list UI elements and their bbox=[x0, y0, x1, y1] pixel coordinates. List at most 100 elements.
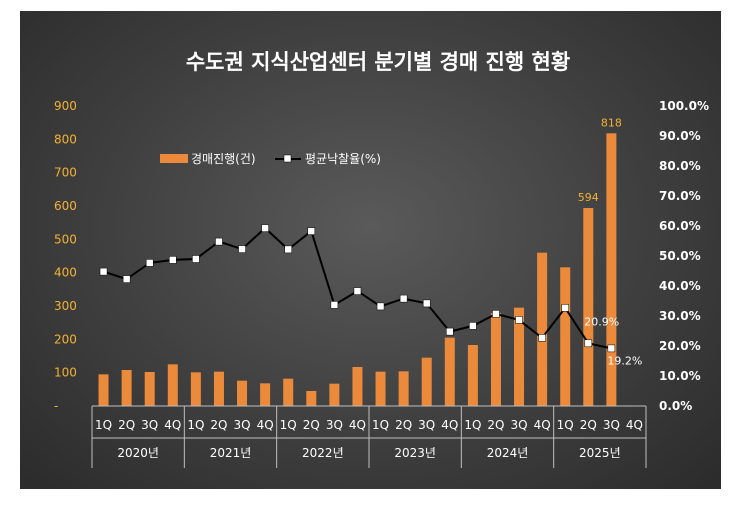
line-point-0 bbox=[99, 267, 108, 276]
quarter-label: 2Q bbox=[395, 418, 412, 432]
quarter-label: 3Q bbox=[326, 418, 343, 432]
quarter-label: 2Q bbox=[303, 418, 320, 432]
left-tick-label: 200 bbox=[54, 332, 77, 346]
bar-6 bbox=[237, 380, 248, 406]
bar-data-label: 594 bbox=[578, 191, 599, 204]
bar-4 bbox=[190, 372, 201, 406]
quarter-label: 1Q bbox=[280, 418, 297, 432]
line-point-20 bbox=[561, 304, 569, 312]
line-point-18 bbox=[515, 316, 523, 324]
quarter-label: 1Q bbox=[95, 418, 112, 432]
quarter-label: 2Q bbox=[580, 418, 597, 432]
quarter-label: 4Q bbox=[257, 418, 274, 432]
year-label: 2021년 bbox=[210, 446, 252, 460]
x-axis: 1Q 2Q 3Q 4Q 1Q 2Q 3Q 4Q 1Q 2Q 3Q 4Q 1Q 2Q 3Q 4Q 1Q 2Q 3Q 4Q… bbox=[91, 405, 647, 468]
quarter-label: 4Q bbox=[349, 418, 366, 432]
bar-5 bbox=[213, 371, 224, 406]
bar-15 bbox=[444, 337, 455, 406]
right-axis: 0.0% 10.0% 20.0% 30.0% 40.0% 50.0% 60.0% 70.0% 8… bbox=[659, 99, 709, 413]
bar-17 bbox=[490, 313, 501, 406]
line-data-label: 20.9% bbox=[584, 315, 619, 328]
line-point-11 bbox=[353, 287, 362, 295]
bar-data-label: 818 bbox=[601, 116, 622, 129]
bar-12 bbox=[375, 371, 386, 406]
right-tick-label: 90.0% bbox=[659, 129, 701, 143]
bar-2 bbox=[144, 372, 155, 406]
quarter-label: 2Q bbox=[487, 418, 504, 432]
bar-10 bbox=[329, 383, 340, 406]
bar-8 bbox=[283, 378, 294, 406]
quarter-label: 1Q bbox=[187, 418, 204, 432]
legend: 경매진행(건) 평균낙찰율(%) bbox=[160, 151, 381, 166]
line-point-19 bbox=[538, 334, 546, 342]
quarter-label: 4Q bbox=[534, 418, 551, 432]
quarter-label: 4Q bbox=[626, 418, 643, 432]
left-tick-label: 300 bbox=[54, 299, 77, 313]
line-point-6 bbox=[238, 245, 246, 253]
right-tick-label: 80.0% bbox=[659, 159, 701, 173]
line-point-10 bbox=[330, 301, 339, 309]
bar-16 bbox=[467, 345, 478, 406]
bar-0 bbox=[98, 374, 109, 406]
right-tick-label: 20.0% bbox=[659, 339, 701, 353]
year-label: 2023년 bbox=[394, 446, 436, 460]
line-point-22 bbox=[607, 344, 616, 353]
left-tick-label: 500 bbox=[54, 232, 77, 246]
quarter-label: 3Q bbox=[418, 418, 435, 432]
bar-21 bbox=[583, 208, 594, 406]
line-point-4 bbox=[192, 255, 200, 263]
bar-3 bbox=[167, 364, 178, 406]
left-tick-label: 800 bbox=[54, 132, 77, 146]
legend-line-marker bbox=[283, 154, 292, 163]
line-point-5 bbox=[215, 237, 223, 246]
left-tick-label: 600 bbox=[54, 199, 77, 213]
right-tick-label: 30.0% bbox=[659, 309, 701, 323]
bar-11 bbox=[352, 367, 363, 406]
bar-14 bbox=[421, 357, 432, 406]
line-point-3 bbox=[169, 256, 177, 264]
quarter-label: 1Q bbox=[557, 418, 574, 432]
bar-9 bbox=[306, 391, 317, 406]
left-tick-label: 900 bbox=[54, 99, 77, 113]
legend-line-label: 평균낙찰율(%) bbox=[305, 152, 381, 166]
chart-title: 수도권 지식산업센터 분기별 경매 진행 현황 bbox=[186, 50, 570, 74]
right-tick-label: 70.0% bbox=[659, 189, 701, 203]
line-point-14 bbox=[422, 299, 431, 308]
quarter-label: 4Q bbox=[441, 418, 458, 432]
bar-series: 594 818 bbox=[98, 116, 622, 406]
bar-13 bbox=[398, 371, 409, 406]
line-data-label: 19.2% bbox=[607, 354, 642, 367]
bar-20 bbox=[560, 267, 571, 406]
chart-panel: 수도권 지식산업센터 분기별 경매 진행 현황 - 100 200 300 400 500… bbox=[20, 11, 721, 489]
line-point-2 bbox=[145, 259, 154, 267]
bar-1 bbox=[121, 370, 132, 406]
bar-18 bbox=[514, 307, 525, 406]
bar-22 bbox=[606, 133, 617, 406]
line-series: 20.9% 19.2% bbox=[99, 224, 642, 367]
legend-bar-label: 경매진행(건) bbox=[191, 151, 256, 166]
line-point-21 bbox=[584, 339, 593, 348]
year-label: 2025년 bbox=[579, 446, 621, 460]
left-axis: - 100 200 300 400 500 600 700 800 900 bbox=[54, 99, 77, 413]
quarter-label: 3Q bbox=[510, 418, 527, 432]
quarter-label: 3Q bbox=[141, 418, 158, 432]
quarter-label: 1Q bbox=[372, 418, 389, 432]
line-point-12 bbox=[376, 302, 385, 311]
quarter-label: 2Q bbox=[210, 418, 227, 432]
right-tick-label: 40.0% bbox=[659, 279, 701, 293]
quarter-label: 3Q bbox=[603, 418, 620, 432]
year-label: 2024년 bbox=[487, 446, 529, 460]
quarter-label: 3Q bbox=[233, 418, 250, 432]
year-label: 2022년 bbox=[302, 446, 344, 460]
quarter-label: 2Q bbox=[118, 418, 135, 432]
bar-19 bbox=[537, 252, 548, 406]
right-tick-label: 100.0% bbox=[659, 99, 709, 113]
quarter-label: 1Q bbox=[464, 418, 481, 432]
line-point-9 bbox=[307, 227, 316, 235]
left-tick-label: 100 bbox=[54, 366, 77, 380]
chart-svg: 수도권 지식산업센터 분기별 경매 진행 현황 - 100 200 300 400 500… bbox=[54, 50, 709, 468]
right-tick-label: 60.0% bbox=[659, 219, 701, 233]
legend-bar-swatch bbox=[160, 154, 188, 163]
line-point-7 bbox=[261, 224, 269, 232]
line-point-8 bbox=[284, 245, 292, 254]
